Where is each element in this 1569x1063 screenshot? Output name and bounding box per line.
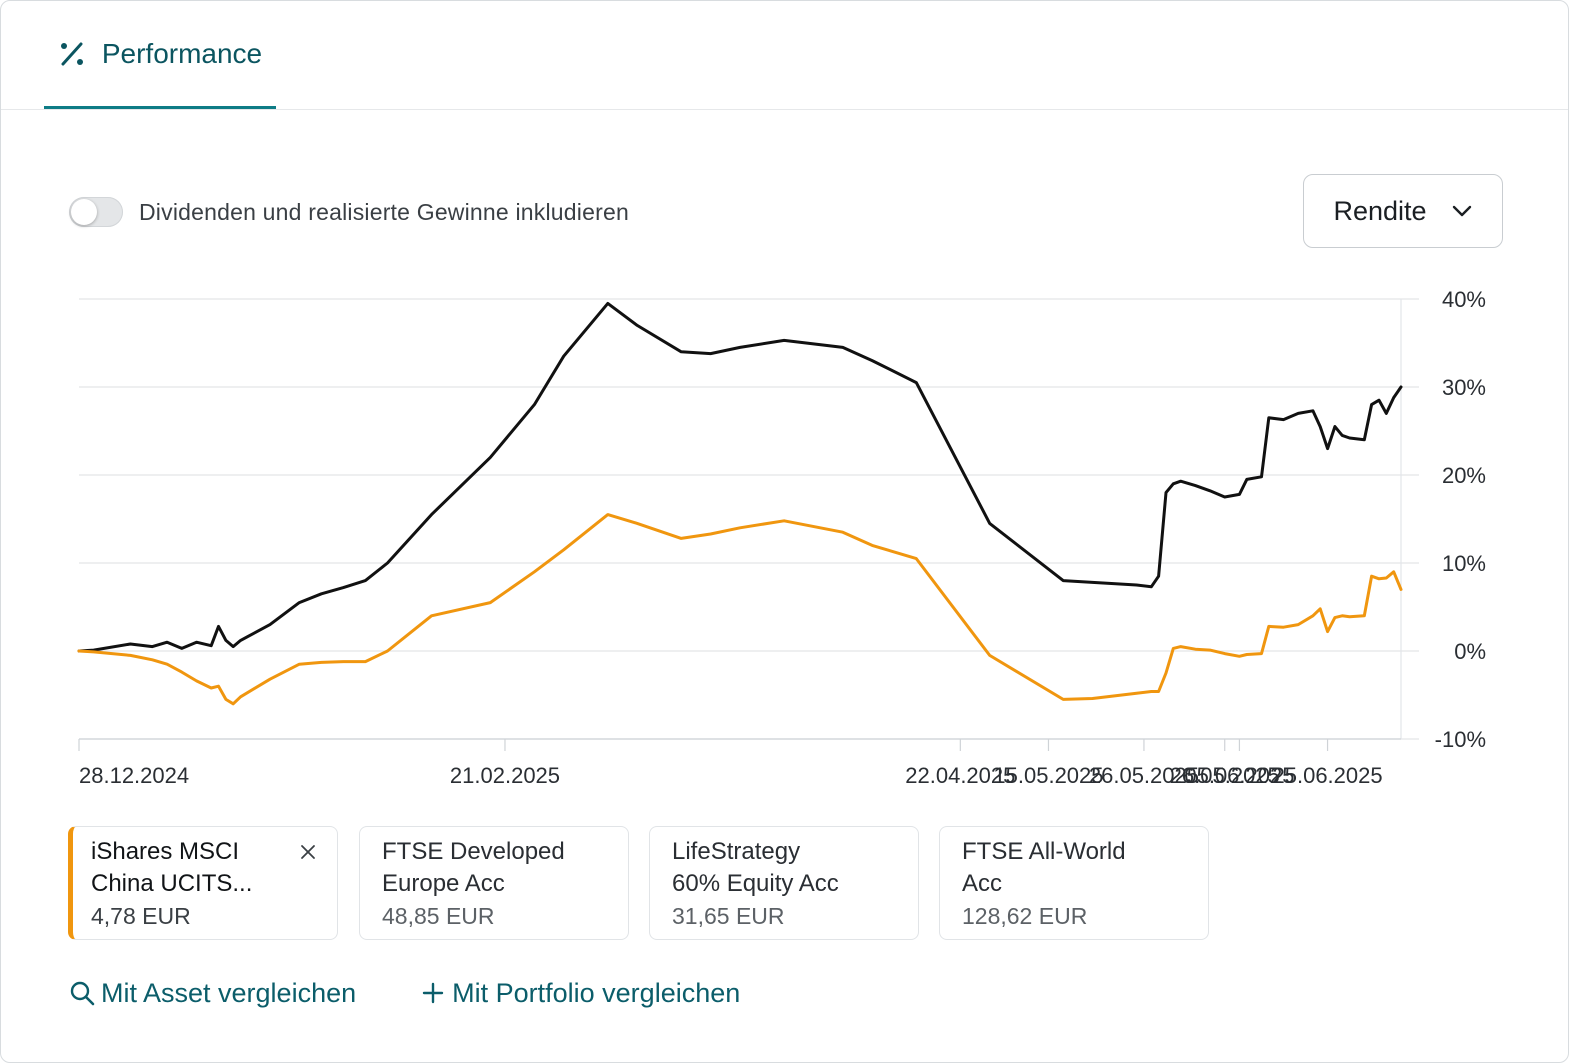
plus-icon <box>422 982 444 1004</box>
series-line-black <box>77 301 1403 653</box>
dividends-toggle[interactable] <box>69 197 123 227</box>
asset-price: 48,85 EUR <box>382 903 495 929</box>
toggle-knob <box>71 199 97 225</box>
tab-performance-label: Performance <box>101 37 263 69</box>
y-tick-label: 40% <box>1442 287 1486 312</box>
tab-performance[interactable]: Performance <box>44 1 276 109</box>
tab-bar: Performance <box>1 1 1568 110</box>
close-icon[interactable] <box>297 841 319 863</box>
asset-price: 4,78 EUR <box>91 903 191 929</box>
asset-card[interactable]: LifeStrategy 60% Equity Acc 31,65 EUR <box>649 826 919 940</box>
dividends-toggle-label: Dividenden und realisierte Gewinne inklu… <box>139 198 629 225</box>
asset-name: LifeStrategy 60% Equity Acc <box>672 838 839 897</box>
series-line-orange <box>77 513 1403 706</box>
metric-dropdown-value: Rendite <box>1333 195 1427 226</box>
dividends-toggle-row: Dividenden und realisierte Gewinne inklu… <box>69 193 629 231</box>
compare-actions: Mit Asset vergleichen Mit Portfolio verg… <box>69 973 740 1013</box>
y-tick-label: 0% <box>1454 639 1486 664</box>
performance-chart: 40% 30% 20% 10% 0% -10% 28.12.2024 21.02.2025 22… <box>1 271 1568 801</box>
asset-price: 31,65 EUR <box>672 903 785 929</box>
x-tick-label: 21.02.2025 <box>450 763 560 788</box>
asset-card[interactable]: iShares MSCI China UCITS... 4,78 EUR <box>68 826 338 940</box>
x-tick-label: 26.05.2025 <box>1089 763 1199 788</box>
asset-name: FTSE Developed Europe Acc <box>382 838 565 897</box>
asset-name: FTSE All-World Acc <box>962 838 1126 897</box>
asset-card[interactable]: FTSE Developed Europe Acc 48,85 EUR <box>359 826 629 940</box>
compare-asset-button[interactable]: Mit Asset vergleichen <box>69 973 356 1013</box>
metric-dropdown[interactable]: Rendite <box>1303 174 1503 248</box>
x-tick-label: 22.04.2025 <box>905 763 1015 788</box>
compare-asset-label: Mit Asset vergleichen <box>101 977 357 1008</box>
asset-price: 128,62 EUR <box>962 903 1088 929</box>
y-tick-label: 20% <box>1442 463 1486 488</box>
asset-card[interactable]: FTSE All-World Acc 128,62 EUR <box>939 826 1209 940</box>
x-tick-label: 15.05.2025 <box>993 763 1103 788</box>
y-tick-label: -10% <box>1435 727 1486 752</box>
chevron-down-icon <box>1452 205 1471 217</box>
chart-svg: 40% 30% 20% 10% 0% -10% 28.12.2024 21.02.2025 22… <box>77 287 1486 788</box>
x-tick-label: 05.06.2025 <box>1184 763 1294 788</box>
compare-portfolio-label: Mit Portfolio vergleichen <box>452 977 741 1008</box>
search-icon <box>70 981 95 1006</box>
percent-icon <box>60 42 83 65</box>
compare-portfolio-button[interactable]: Mit Portfolio vergleichen <box>420 973 740 1013</box>
y-tick-label: 30% <box>1442 375 1486 400</box>
x-tick-label: 28.12.2024 <box>79 763 189 788</box>
y-tick-label: 10% <box>1442 551 1486 576</box>
asset-name: iShares MSCI China UCITS... <box>91 838 253 897</box>
x-tick-label: 26.05.2025 <box>1170 763 1280 788</box>
x-tick-label: 25.06.2025 <box>1273 763 1383 788</box>
